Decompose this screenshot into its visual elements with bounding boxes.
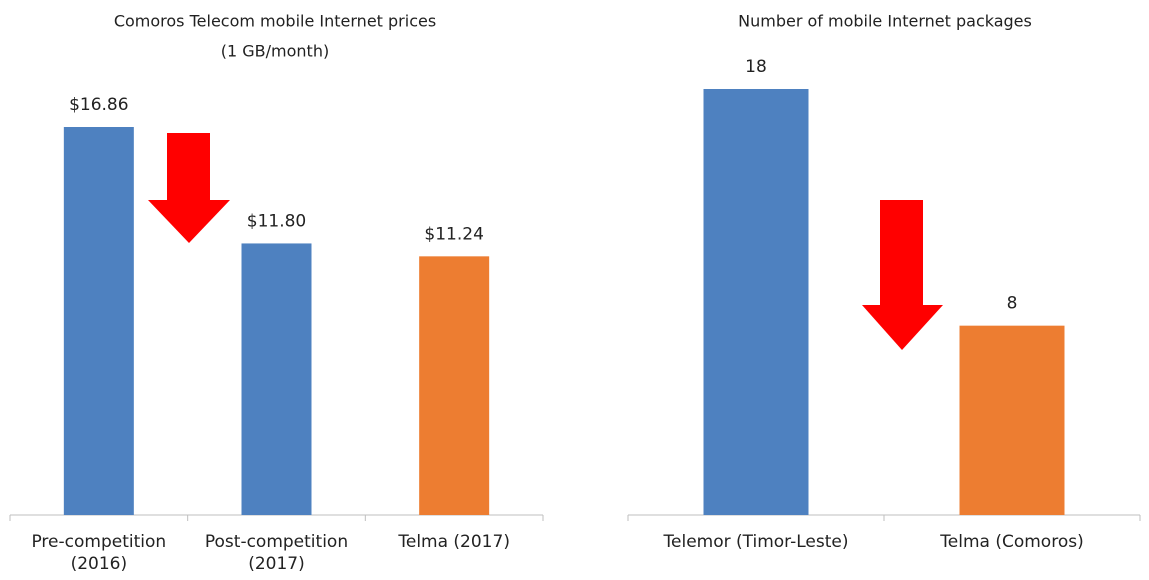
bar — [703, 89, 809, 515]
value-label: $16.86 — [69, 95, 128, 115]
arrow — [862, 200, 943, 350]
chart-subtitle: (1 GB/month) — [221, 42, 329, 61]
value-label: $11.24 — [424, 224, 483, 244]
chart-title: Comoros Telecom mobile Internet prices — [114, 12, 436, 31]
value-label: $11.80 — [247, 211, 306, 231]
chart-title: Number of mobile Internet packages — [738, 12, 1032, 31]
x-tick-label: Telma (2017) — [398, 532, 510, 552]
x-tick-label: Post-competition (2017) — [204, 532, 349, 574]
bar — [959, 325, 1065, 515]
bar — [63, 127, 134, 515]
arrow — [148, 133, 230, 243]
bar — [419, 256, 490, 515]
bar — [241, 243, 312, 515]
x-tick-label: Telemor (Timor-Leste) — [663, 532, 849, 552]
value-label: 18 — [745, 57, 767, 77]
value-label: 8 — [1007, 294, 1018, 314]
x-tick-label: Pre-competition (2016) — [31, 532, 167, 574]
x-tick-label: Telma (Comoros) — [940, 532, 1084, 552]
